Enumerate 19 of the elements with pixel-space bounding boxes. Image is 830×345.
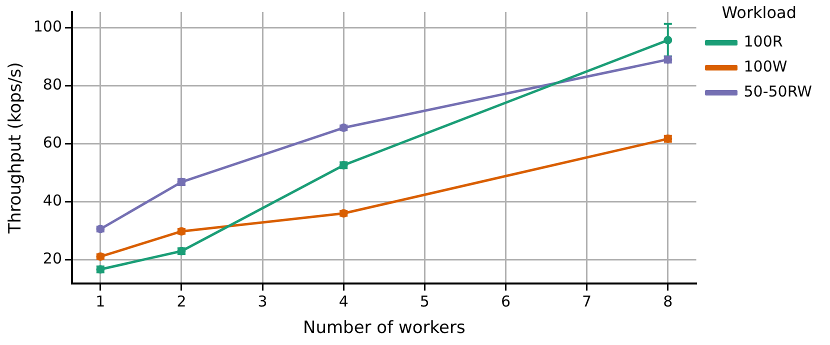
x-tick-label: 8: [663, 292, 673, 310]
y-axis-title: Throughput (kops/s): [6, 62, 26, 234]
x-tick-label: 2: [176, 292, 186, 310]
y-tick-label: 40: [42, 192, 62, 210]
y-tick-label: 100: [33, 18, 62, 36]
x-tick-label: 6: [500, 292, 511, 310]
legend-label: 100R: [744, 32, 783, 51]
legend-title: Workload: [722, 3, 796, 22]
y-tick-label: 80: [42, 76, 62, 94]
x-tick-label: 7: [582, 292, 592, 310]
legend-label: 100W: [744, 58, 788, 76]
x-tick-label: 4: [338, 292, 348, 310]
x-tick-label: 3: [258, 292, 268, 310]
legend-label: 50-50RW: [744, 82, 812, 101]
y-tick-label: 20: [42, 250, 62, 268]
x-tick-label: 5: [420, 292, 430, 310]
x-tick-label: 1: [96, 292, 106, 310]
y-tick-label: 60: [42, 134, 62, 152]
x-axis-title: Number of workers: [302, 318, 466, 338]
